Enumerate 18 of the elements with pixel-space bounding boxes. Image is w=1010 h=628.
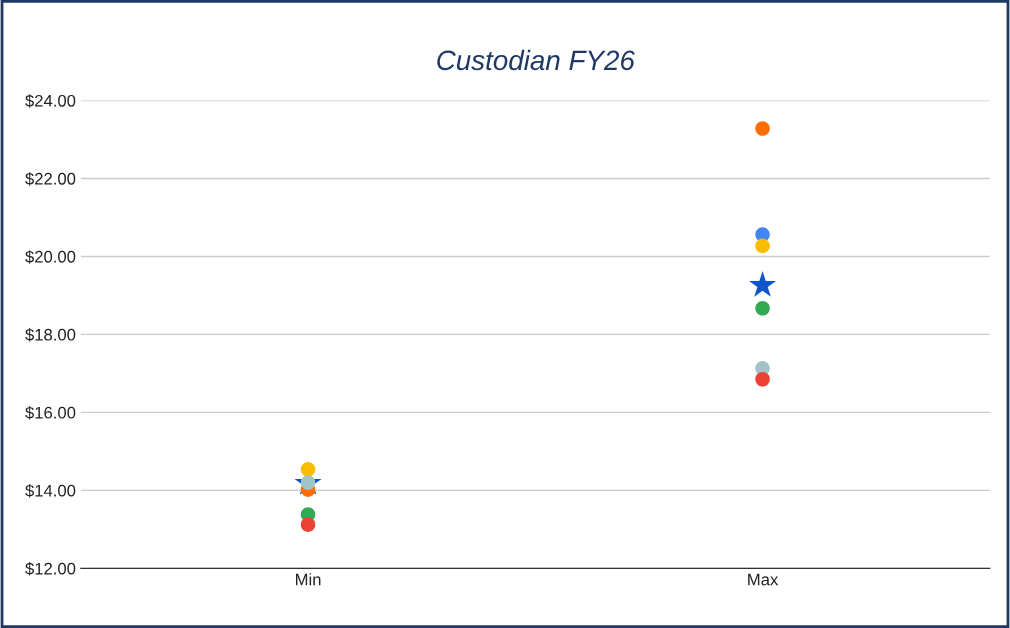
- point: [755, 121, 770, 136]
- y-tick-label: $18.00: [25, 328, 76, 342]
- x-tick-label: Max: [748, 573, 779, 586]
- point: [755, 301, 770, 316]
- y-tick-label: $20.00: [25, 250, 76, 264]
- point: [300, 517, 316, 532]
- y-tick-label: $24.00: [25, 94, 76, 108]
- point: [755, 371, 770, 387]
- point: [749, 271, 777, 297]
- y-tick-label: $14.00: [25, 484, 76, 498]
- chart-title: Custodian FY26: [437, 49, 635, 71]
- point: [300, 475, 316, 490]
- point: [755, 238, 770, 254]
- y-tick-label: $16.00: [25, 406, 76, 420]
- y-tick-label: $12.00: [25, 562, 76, 576]
- point: [300, 462, 316, 477]
- y-tick-label: $22.00: [25, 172, 76, 186]
- x-tick-label: Min: [295, 573, 321, 586]
